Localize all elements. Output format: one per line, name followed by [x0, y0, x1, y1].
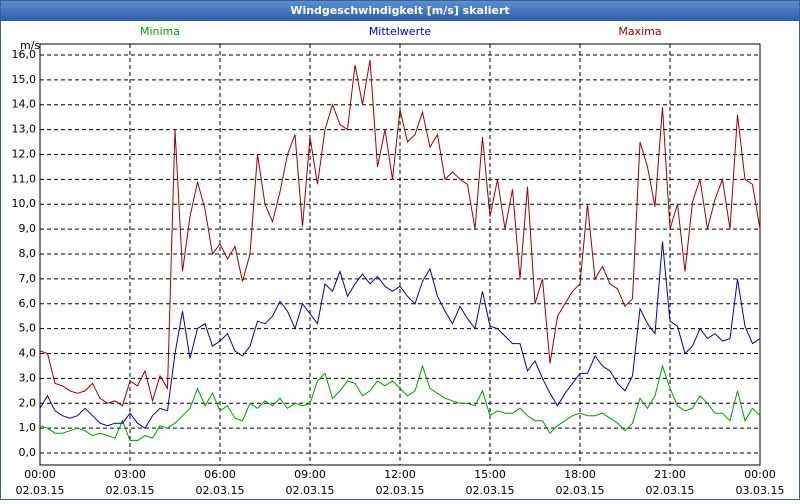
- y-tick-label: 16,0: [12, 48, 37, 61]
- x-tick-label: 02.03.15: [556, 484, 605, 497]
- y-axis-label: m/s: [20, 39, 40, 52]
- y-tick-label: 12,0: [12, 147, 37, 160]
- x-tick-label: 02.03.15: [646, 484, 695, 497]
- x-tick-label: 03.03.15: [736, 484, 785, 497]
- x-tick-label: 00:00: [744, 468, 776, 481]
- x-tick-label: 00:00: [24, 468, 56, 481]
- x-tick-label: 03:00: [114, 468, 146, 481]
- y-tick-label: 11,0: [12, 172, 37, 185]
- legend-label: Maxima: [618, 25, 661, 38]
- legend-label: Mittelwerte: [369, 25, 432, 38]
- x-tick-label: 02.03.15: [376, 484, 425, 497]
- y-tick-label: 3,0: [19, 371, 37, 384]
- series-line: [39, 241, 761, 429]
- series-line: [39, 59, 761, 407]
- y-tick-label: 4,0: [19, 347, 37, 360]
- x-tick-label: 18:00: [564, 468, 596, 481]
- y-tick-label: 7,0: [19, 272, 37, 285]
- x-tick-label: 02.03.15: [196, 484, 245, 497]
- y-tick-label: 1,0: [19, 421, 37, 434]
- y-tick-label: 10,0: [12, 197, 37, 210]
- y-tick-label: 2,0: [19, 396, 37, 409]
- y-tick-label: 8,0: [19, 247, 37, 260]
- x-tick-label: 02.03.15: [106, 484, 155, 497]
- x-tick-label: 02.03.15: [16, 484, 65, 497]
- x-tick-label: 06:00: [204, 468, 236, 481]
- y-tick-label: 6,0: [19, 297, 37, 310]
- x-tick-label: 02.03.15: [286, 484, 335, 497]
- title-bar: [1, 1, 799, 21]
- chart-title: Windgeschwindigkeit [m/s] skaliert: [290, 4, 509, 17]
- y-tick-label: 14,0: [12, 98, 37, 111]
- x-tick-label: 12:00: [384, 468, 416, 481]
- series-line: [39, 364, 761, 442]
- y-tick-label: 5,0: [19, 322, 37, 335]
- y-tick-label: 0,0: [19, 446, 37, 459]
- x-tick-label: 02.03.15: [466, 484, 515, 497]
- y-tick-label: 9,0: [19, 222, 37, 235]
- legend-label: Minima: [140, 25, 180, 38]
- y-tick-label: 13,0: [12, 123, 37, 136]
- x-tick-label: 09:00: [294, 468, 326, 481]
- plot-frame: [39, 43, 761, 466]
- x-tick-label: 21:00: [654, 468, 686, 481]
- y-tick-label: 15,0: [12, 73, 37, 86]
- x-tick-label: 15:00: [474, 468, 506, 481]
